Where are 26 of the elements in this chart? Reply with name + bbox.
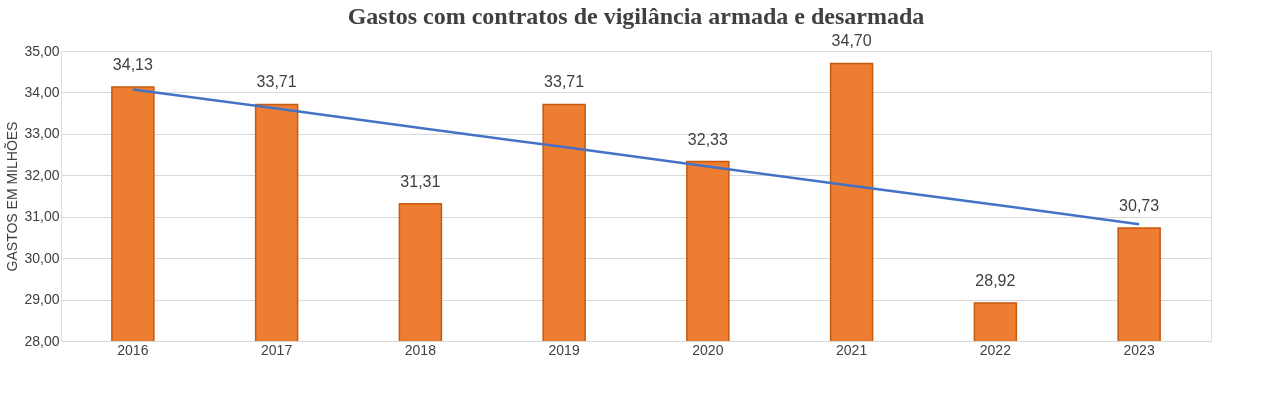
y-tick-label: 29,00 xyxy=(24,291,60,308)
data-label: 33,71 xyxy=(544,73,585,91)
data-label: 28,92 xyxy=(975,271,1016,289)
x-tick-label: 2022 xyxy=(979,341,1012,358)
y-axis-title: GASTOS EM MILHÕES xyxy=(4,121,21,272)
data-label: 34,13 xyxy=(112,56,153,74)
y-tick-label: 28,00 xyxy=(24,332,60,349)
data-label: 30,73 xyxy=(1119,196,1160,214)
x-tick-label: 2019 xyxy=(548,341,580,358)
data-label: 33,71 xyxy=(256,73,297,91)
data-label: 32,33 xyxy=(687,130,728,148)
y-tick-label: 35,00 xyxy=(24,42,60,59)
y-tick-label: 34,00 xyxy=(24,83,60,100)
x-tick-label: 2017 xyxy=(261,341,293,358)
y-tick-label: 33,00 xyxy=(24,125,60,142)
chart-title: Gastos com contratos de vigilância armada e desarmada xyxy=(347,3,925,30)
x-tick-label: 2016 xyxy=(117,341,149,358)
y-tick-label: 32,00 xyxy=(24,166,60,183)
x-tick-label: 2020 xyxy=(692,341,724,358)
data-label: 31,31 xyxy=(400,172,441,190)
data-label: 34,70 xyxy=(831,32,872,50)
y-tick-label: 30,00 xyxy=(24,249,60,266)
x-tick-label: 2021 xyxy=(836,341,868,358)
y-tick-label: 31,00 xyxy=(24,208,60,225)
x-tick-label: 2018 xyxy=(404,341,437,358)
x-tick-label: 2023 xyxy=(1123,341,1155,358)
